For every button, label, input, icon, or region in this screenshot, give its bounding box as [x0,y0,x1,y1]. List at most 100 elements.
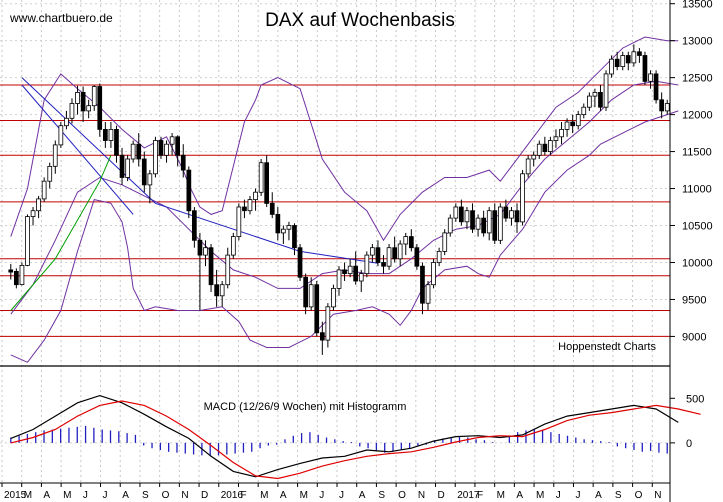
x-tick-label: J [83,490,88,501]
candle-body [258,162,264,193]
candle-body [531,154,537,160]
x-tick-label: A [122,490,129,501]
x-tick-label: M [24,490,32,501]
x-tick-label: S [142,490,149,501]
candle-body [464,210,470,223]
candle-body [153,140,158,175]
candle-body [114,128,119,156]
x-tick-label: O [162,490,170,501]
x-tick-label: S [615,490,622,501]
macd-y-tick-label: 0 [686,438,692,450]
candle-body [381,262,386,267]
x-tick-label: J [103,490,108,501]
candle-body [509,210,514,219]
x-tick-label: F [477,490,483,501]
candle-body [642,55,648,82]
candle-body [147,173,153,186]
candle-body [520,173,525,223]
x-tick-label: J [556,490,561,501]
candle-body [364,254,370,275]
x-tick-label: J [575,490,580,501]
candle-body [414,247,420,267]
x-tick-label: A [595,490,602,501]
x-tick-label: A [359,490,366,501]
candle-body [75,92,80,104]
x-tick-label: N [654,490,661,501]
candle-body [52,144,58,167]
candle-body [375,247,381,263]
y-tick-label: 12500 [682,73,713,85]
candle-body [103,128,108,141]
candle-body [564,121,570,130]
candle-body [19,264,25,285]
candle-body [592,92,598,97]
candle-body [442,232,448,252]
candle-body [453,206,459,219]
candle-body [542,143,548,152]
candle-body [497,206,503,241]
candle-body [86,105,91,112]
candle-body [598,92,603,108]
y-tick-label: 10000 [682,257,713,269]
candlesticks [8,44,670,355]
candle-body [230,236,236,256]
candle-body [36,198,41,212]
y-tick-label: 10500 [682,221,713,233]
candle-body [403,236,409,245]
candle-body [47,165,53,182]
candle-body [297,247,303,278]
candle-body [353,265,359,282]
x-tick-label: A [516,490,523,501]
candle-body [492,210,498,241]
candle-body [141,158,147,186]
candle-body [331,287,336,308]
candle-body [648,73,653,82]
candle-body [225,254,231,286]
candle-body [625,55,631,64]
candle-body [269,202,275,215]
downtrend-line-steep [21,84,134,215]
candle-body [631,51,637,64]
macd-panel [0,394,701,480]
y-tick-label: 11000 [682,184,712,196]
candle-body [369,247,375,256]
candle-body [275,213,281,234]
candle-body [97,86,103,130]
x-tick-label: M [300,490,308,501]
candle-body [186,169,192,212]
candle-body [169,136,175,145]
bollinger-lower-line [10,110,679,363]
candle-body [325,306,331,341]
candle-body [292,225,297,249]
candle-body [164,143,169,156]
candle-body [620,55,626,68]
candle-body [219,284,225,297]
candle-body [637,51,642,56]
y-tick-label: 13000 [682,36,713,48]
candle-body [125,158,130,178]
x-tick-label: J [319,490,324,501]
candle-body [13,270,19,286]
x-tick-label: A [280,490,287,501]
candle-body [425,284,431,304]
macd-y-tick-label: 500 [686,393,704,405]
candle-body [203,247,208,256]
y-tick-label: 13500 [682,0,713,11]
x-tick-label: M [536,490,544,501]
candle-body [436,250,442,263]
y-tick-label: 11500 [682,147,712,159]
x-tick-label: M [260,490,268,501]
candle-body [180,154,186,171]
candle-body [58,125,64,146]
x-tick-label: 2016 [221,490,244,501]
x-tick-label: N [181,490,188,501]
candle-body [319,332,325,341]
candle-body [214,284,219,297]
candle-body [347,265,353,275]
x-tick-label: F [240,490,246,501]
candle-body [614,58,620,68]
candle-body [342,269,347,274]
